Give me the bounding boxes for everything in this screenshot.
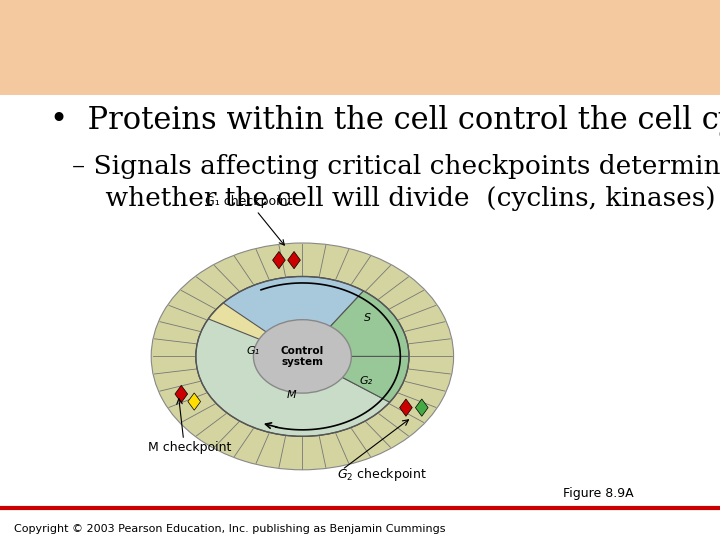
Wedge shape: [212, 276, 364, 356]
Polygon shape: [273, 252, 285, 269]
Wedge shape: [302, 291, 409, 356]
Text: $G_2$ checkpoint: $G_2$ checkpoint: [337, 466, 427, 483]
Text: G₁ checkpoint: G₁ checkpoint: [205, 195, 292, 245]
Text: Control
system: Control system: [281, 346, 324, 367]
Polygon shape: [415, 399, 428, 416]
Wedge shape: [151, 243, 454, 470]
Text: Figure 8.9A: Figure 8.9A: [563, 487, 634, 500]
Circle shape: [253, 320, 351, 393]
Text: Copyright © 2003 Pearson Education, Inc. publishing as Benjamin Cummings: Copyright © 2003 Pearson Education, Inc.…: [14, 523, 446, 534]
Wedge shape: [196, 314, 390, 436]
Text: – Signals affecting critical checkpoints determine: – Signals affecting critical checkpoints…: [72, 154, 720, 179]
Polygon shape: [288, 252, 300, 269]
Text: G₁: G₁: [247, 346, 260, 356]
Wedge shape: [208, 303, 302, 356]
Polygon shape: [400, 399, 413, 416]
Text: G₂: G₂: [359, 376, 372, 386]
Text: M checkpoint: M checkpoint: [148, 441, 231, 454]
Polygon shape: [188, 393, 201, 410]
Wedge shape: [302, 356, 409, 402]
Polygon shape: [175, 386, 188, 403]
Text: whether the cell will divide  (cyclins, kinases): whether the cell will divide (cyclins, k…: [72, 186, 716, 211]
Text: S: S: [364, 313, 371, 322]
Text: M: M: [287, 390, 297, 400]
Text: •  Proteins within the cell control the cell cycle: • Proteins within the cell control the c…: [50, 105, 720, 136]
